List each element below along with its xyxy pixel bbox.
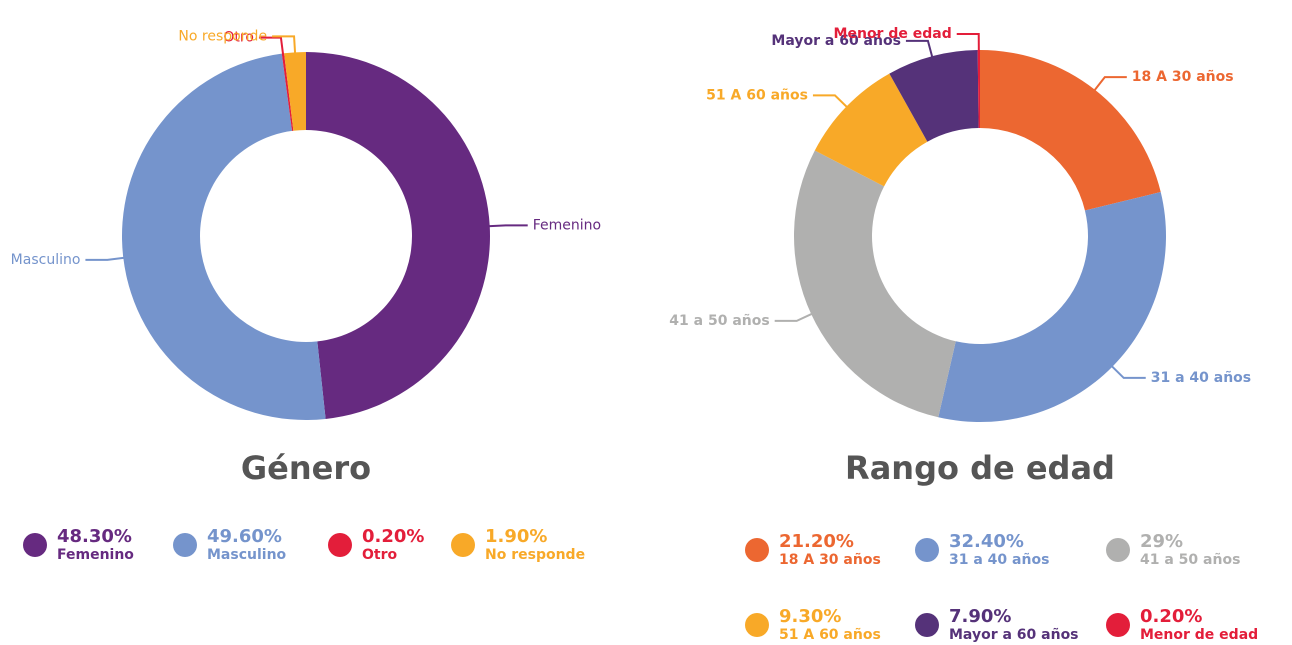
slice-label: 31 a 40 años [1151, 370, 1251, 386]
legend-value: 48.30% [57, 526, 132, 547]
legend-dot [915, 613, 939, 637]
legend-value: 9.30% [779, 606, 841, 627]
donut-segment [977, 50, 980, 129]
legend-name: Femenino [57, 547, 134, 563]
leader-line [272, 35, 297, 55]
legend-dot [328, 533, 352, 557]
legend-name: Otro [362, 547, 397, 563]
donut-segment [938, 192, 1166, 422]
legend-name: 18 A 30 años [779, 552, 881, 568]
leader-line [812, 94, 849, 109]
legend-value: 7.90% [949, 606, 1011, 627]
legend-value: 32.40% [949, 531, 1024, 552]
donut-segment [121, 53, 326, 421]
donut-segment [306, 51, 491, 419]
legend-dot [1106, 538, 1130, 562]
legend-dot [451, 533, 475, 557]
leader-line [85, 256, 126, 261]
donut-segment [889, 50, 979, 142]
slice-label: 41 a 50 años [669, 313, 769, 329]
legend-name: Menor de edad [1140, 627, 1258, 643]
legend-value: 0.20% [1140, 606, 1202, 627]
legend-value: 1.90% [485, 526, 547, 547]
donut-segment [814, 73, 928, 187]
donut-segment [980, 50, 1161, 211]
donut-segment [284, 52, 306, 131]
leader-line [487, 224, 528, 228]
slice-label: Menor de edad [834, 26, 952, 42]
legend-value: 29% [1140, 531, 1183, 552]
legend-name: Masculino [207, 547, 287, 563]
slice-label: 51 A 60 años [706, 87, 808, 103]
leader-line [905, 39, 934, 59]
legend-value: 0.20% [362, 526, 424, 547]
chart-title: Rango de edad [845, 449, 1115, 487]
legend-dot [745, 538, 769, 562]
legend-value: 21.20% [779, 531, 854, 552]
leader-line [774, 312, 814, 322]
legend-name: 51 A 60 años [779, 627, 881, 643]
leader-line [1110, 364, 1146, 379]
legend-dot [745, 613, 769, 637]
slice-label: Femenino [533, 217, 601, 233]
leader-line [956, 33, 980, 53]
leader-line [258, 36, 285, 56]
leader-line [1092, 76, 1127, 92]
legend-name: 31 a 40 años [949, 552, 1049, 568]
legend-dot [915, 538, 939, 562]
donut-segment [794, 150, 956, 418]
legend-value: 49.60% [207, 526, 282, 547]
slice-label: Otro [223, 30, 254, 46]
legend-name: 41 a 50 años [1140, 552, 1240, 568]
legend-name: No responde [485, 547, 585, 563]
legend-dot [173, 533, 197, 557]
slice-label: Masculino [11, 252, 81, 268]
legend-dot [1106, 613, 1130, 637]
slice-label: Mayor a 60 años [771, 33, 901, 49]
legend-dot [23, 533, 47, 557]
chart-title: Género [241, 449, 371, 487]
slice-label: 18 A 30 años [1132, 69, 1234, 85]
slice-label: No responde [178, 28, 267, 44]
donut-segment [281, 53, 294, 131]
legend-name: Mayor a 60 años [949, 627, 1079, 643]
